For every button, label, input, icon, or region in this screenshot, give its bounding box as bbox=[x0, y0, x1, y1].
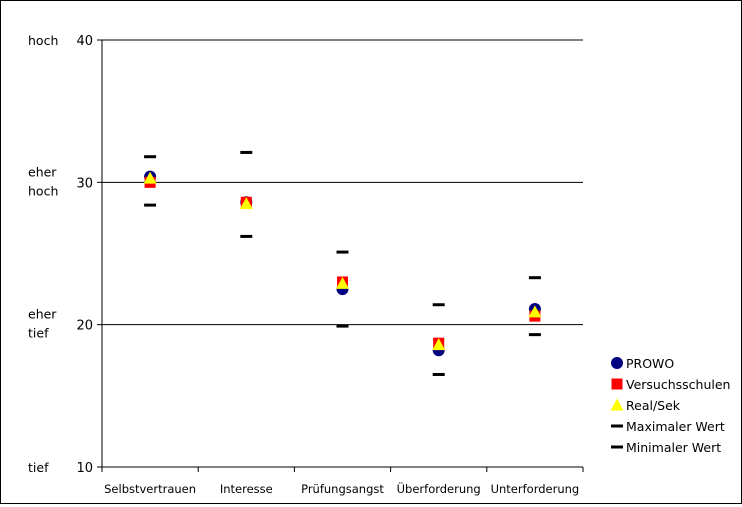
data-point-real-sek bbox=[432, 338, 446, 351]
legend-marker bbox=[611, 378, 623, 390]
legend-label: Minimaler Wert bbox=[626, 440, 721, 455]
data-point-minimaler-wert bbox=[528, 333, 541, 337]
legend-label: Maximaler Wert bbox=[626, 419, 725, 434]
data-point-maximaler-wert bbox=[432, 303, 445, 307]
data-point-maximaler-wert bbox=[336, 250, 349, 254]
y-side-label: eher bbox=[28, 164, 57, 179]
legend-marker bbox=[611, 357, 623, 369]
data-point-minimaler-wert bbox=[336, 324, 349, 328]
legend-label: Real/Sek bbox=[626, 398, 681, 413]
data-point-real-sek bbox=[336, 276, 349, 289]
legend-marker bbox=[611, 424, 623, 428]
data-point-maximaler-wert bbox=[240, 150, 253, 154]
y-side-label: tief bbox=[28, 326, 49, 341]
y-side-label: hoch bbox=[28, 183, 58, 198]
data-point-maximaler-wert bbox=[144, 155, 157, 159]
y-tick-label: 40 bbox=[76, 34, 93, 49]
legend-marker bbox=[611, 445, 623, 449]
legend-label: Versuchsschulen bbox=[626, 377, 730, 392]
y-tick-label: 20 bbox=[76, 319, 93, 334]
x-category-label: Prüfungsangst bbox=[301, 482, 384, 496]
legend-marker bbox=[610, 398, 624, 411]
x-category-label: Überforderung bbox=[397, 480, 481, 496]
y-tick-label: 10 bbox=[76, 461, 93, 476]
y-tick-label: 30 bbox=[76, 176, 93, 191]
data-point-real-sek bbox=[239, 197, 253, 210]
y-side-label: eher bbox=[28, 307, 57, 322]
y-side-label: tief bbox=[28, 460, 49, 475]
x-category-label: Interesse bbox=[220, 482, 273, 496]
x-category-label: Selbstvertrauen bbox=[104, 482, 196, 496]
data-point-minimaler-wert bbox=[432, 372, 445, 376]
data-point-minimaler-wert bbox=[240, 234, 253, 238]
data-point-maximaler-wert bbox=[528, 276, 541, 280]
y-side-label: hoch bbox=[28, 33, 58, 48]
data-point-minimaler-wert bbox=[144, 203, 157, 207]
legend-label: PROWO bbox=[626, 356, 674, 371]
x-category-label: Unterforderung bbox=[491, 482, 580, 496]
data-point-real-sek bbox=[528, 305, 542, 318]
data-point-real-sek bbox=[143, 171, 157, 184]
